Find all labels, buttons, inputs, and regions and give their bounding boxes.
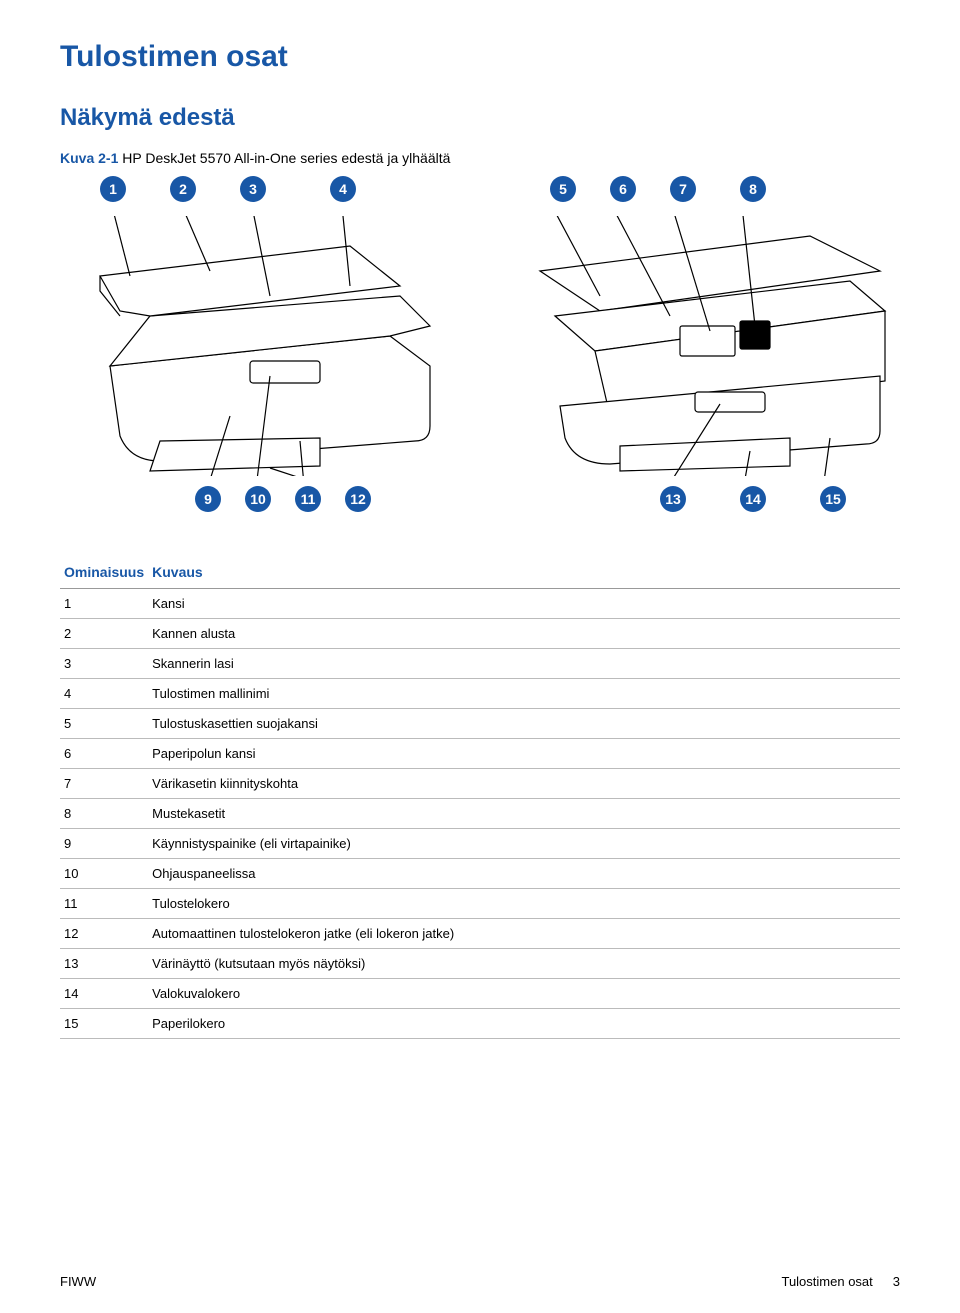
table-row: 3Skannerin lasi	[60, 649, 900, 679]
table-row: 12Automaattinen tulostelokeron jatke (el…	[60, 919, 900, 949]
table-row: 9Käynnistyspainike (eli virtapainike)	[60, 829, 900, 859]
row-number: 4	[60, 679, 148, 709]
row-number: 14	[60, 979, 148, 1009]
table-row: 14Valokuvalokero	[60, 979, 900, 1009]
table-header-desc: Kuvaus	[148, 556, 900, 589]
row-number: 11	[60, 889, 148, 919]
row-number: 13	[60, 949, 148, 979]
callout-6: 6	[610, 176, 636, 202]
row-number: 8	[60, 799, 148, 829]
row-number: 10	[60, 859, 148, 889]
callout-13: 13	[660, 486, 686, 512]
page-title: Tulostimen osat	[60, 40, 900, 74]
row-number: 9	[60, 829, 148, 859]
row-desc: Kansi	[148, 589, 900, 619]
row-desc: Valokuvalokero	[148, 979, 900, 1009]
row-desc: Kannen alusta	[148, 619, 900, 649]
footer-left: FIWW	[60, 1274, 96, 1289]
callout-9: 9	[195, 486, 221, 512]
table-row: 6Paperipolun kansi	[60, 739, 900, 769]
callout-12: 12	[345, 486, 371, 512]
row-number: 1	[60, 589, 148, 619]
row-desc: Tulostelokero	[148, 889, 900, 919]
table-row: 1Kansi	[60, 589, 900, 619]
table-row: 7Värikasetin kiinnityskohta	[60, 769, 900, 799]
table-row: 4Tulostimen mallinimi	[60, 679, 900, 709]
callout-2: 2	[170, 176, 196, 202]
table-row: 2Kannen alusta	[60, 619, 900, 649]
section-title: Näkymä edestä	[60, 104, 900, 132]
callout-10: 10	[245, 486, 271, 512]
figure-label: Kuva 2-1 HP DeskJet 5570 All-in-One seri…	[60, 150, 900, 166]
page-footer: FIWW Tulostimen osat 3	[60, 1274, 900, 1289]
row-number: 2	[60, 619, 148, 649]
callout-5: 5	[550, 176, 576, 202]
table-header-feature: Ominaisuus	[60, 556, 148, 589]
callout-1: 1	[100, 176, 126, 202]
callout-8: 8	[740, 176, 766, 202]
table-row: 13Värinäyttö (kutsutaan myös näytöksi)	[60, 949, 900, 979]
callout-14: 14	[740, 486, 766, 512]
footer-section: Tulostimen osat	[781, 1274, 872, 1289]
table-row: 11Tulostelokero	[60, 889, 900, 919]
figure-caption: HP DeskJet 5570 All-in-One series edestä…	[122, 150, 450, 166]
callout-7: 7	[670, 176, 696, 202]
row-number: 5	[60, 709, 148, 739]
row-number: 6	[60, 739, 148, 769]
footer-page: 3	[893, 1274, 900, 1289]
row-number: 12	[60, 919, 148, 949]
callout-3: 3	[240, 176, 266, 202]
row-desc: Paperilokero	[148, 1009, 900, 1039]
row-desc: Tulostuskasettien suojakansi	[148, 709, 900, 739]
row-desc: Paperipolun kansi	[148, 739, 900, 769]
row-number: 15	[60, 1009, 148, 1039]
callout-11: 11	[295, 486, 321, 512]
figure-number: Kuva 2-1	[60, 150, 118, 166]
row-desc: Automaattinen tulostelokeron jatke (eli …	[148, 919, 900, 949]
printer-illustration-right	[530, 216, 900, 476]
table-row: 10Ohjauspaneelissa	[60, 859, 900, 889]
row-desc: Värikasetin kiinnityskohta	[148, 769, 900, 799]
printer-illustration-left	[90, 216, 460, 476]
row-desc: Ohjauspaneelissa	[148, 859, 900, 889]
table-row: 8Mustekasetit	[60, 799, 900, 829]
diagram: 12345678	[60, 176, 900, 536]
callout-15: 15	[820, 486, 846, 512]
row-desc: Mustekasetit	[148, 799, 900, 829]
table-row: 5Tulostuskasettien suojakansi	[60, 709, 900, 739]
row-number: 3	[60, 649, 148, 679]
parts-table: Ominaisuus Kuvaus 1Kansi2Kannen alusta3S…	[60, 556, 900, 1039]
table-row: 15Paperilokero	[60, 1009, 900, 1039]
row-number: 7	[60, 769, 148, 799]
row-desc: Käynnistyspainike (eli virtapainike)	[148, 829, 900, 859]
row-desc: Skannerin lasi	[148, 649, 900, 679]
row-desc: Tulostimen mallinimi	[148, 679, 900, 709]
callout-4: 4	[330, 176, 356, 202]
row-desc: Värinäyttö (kutsutaan myös näytöksi)	[148, 949, 900, 979]
